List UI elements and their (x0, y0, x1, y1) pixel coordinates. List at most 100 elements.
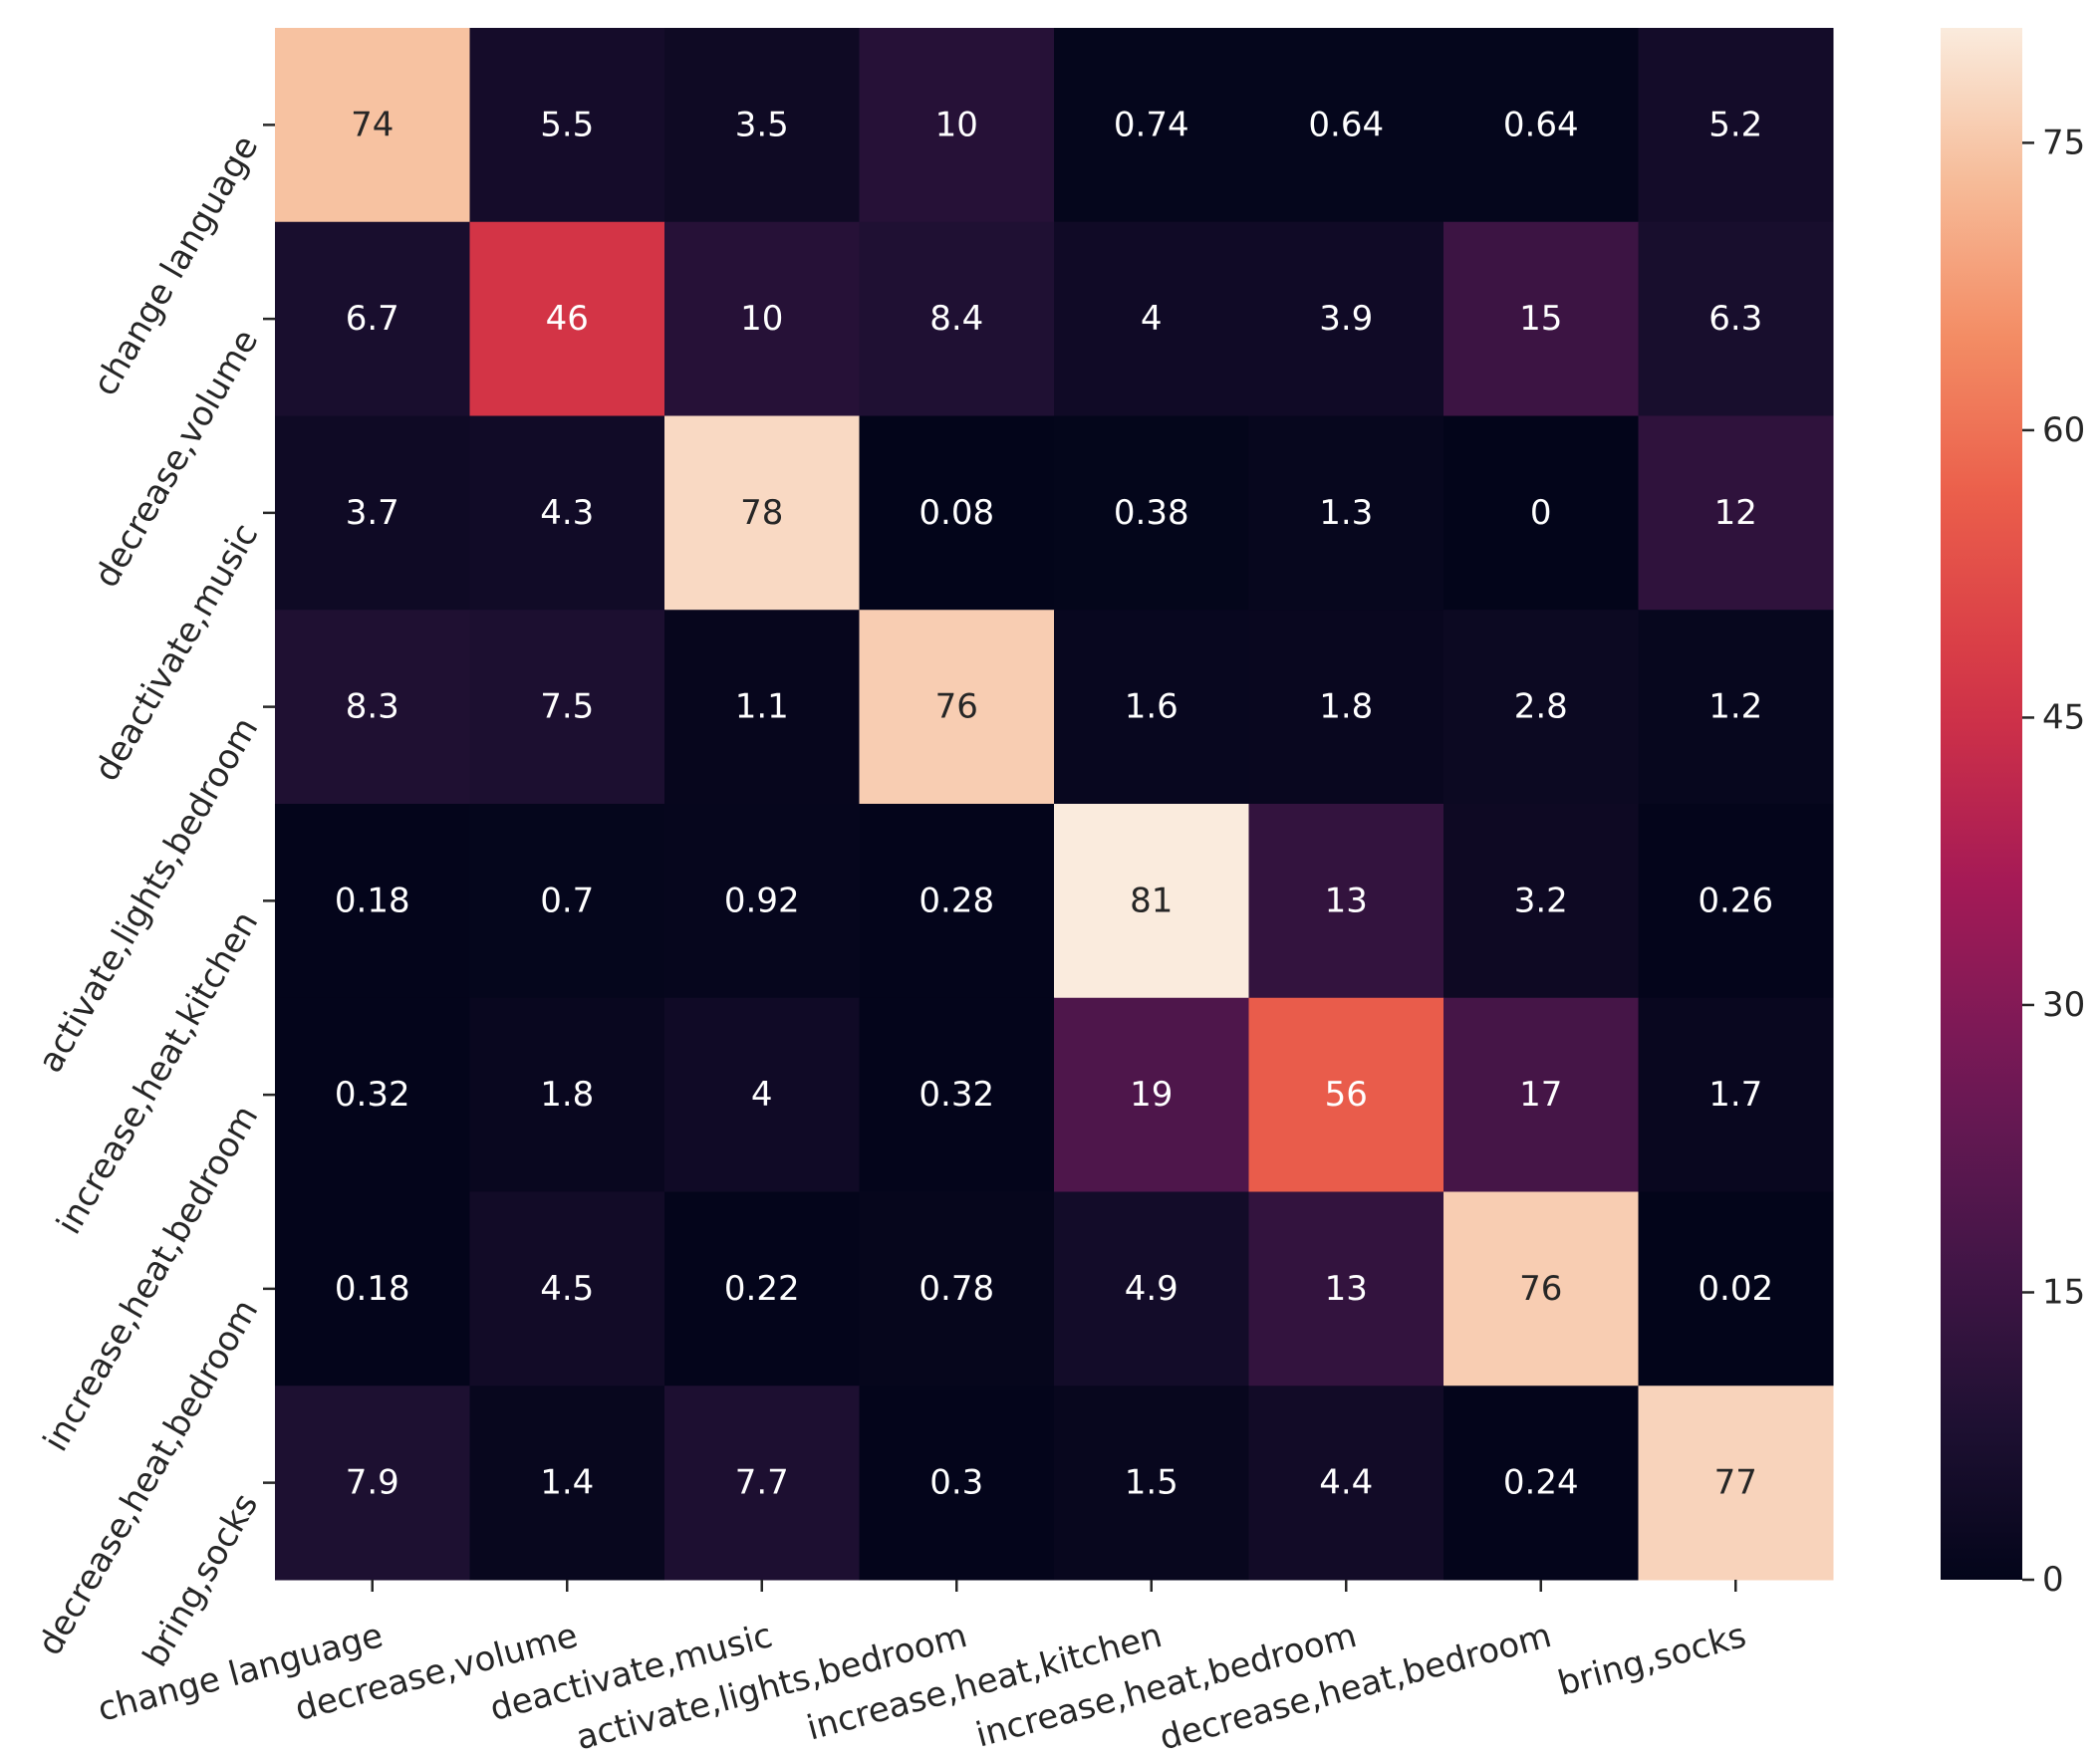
cell-value-label: 81 (1130, 881, 1173, 920)
heatmap-cell (1248, 804, 1444, 999)
cell-value-label: 5.2 (1708, 105, 1762, 144)
cell-value-label: 1.1 (735, 687, 789, 727)
cell-value-label: 15 (1519, 299, 1562, 339)
cell-value-label: 3.5 (735, 105, 789, 144)
cell-value-label: 4.5 (540, 1269, 594, 1309)
cell-value-label: 1.3 (1319, 493, 1373, 533)
cell-value-label: 1.7 (1708, 1075, 1762, 1115)
cell-value-label: 77 (1714, 1463, 1757, 1503)
cell-value-label: 74 (351, 105, 393, 144)
heatmap-cell (1638, 415, 1834, 611)
heatmap-cell (1443, 997, 1639, 1192)
heatmap-cell (275, 415, 470, 611)
cell-value-label: 0.24 (1503, 1463, 1579, 1503)
cell-value-label: 76 (1519, 1269, 1562, 1309)
heatmap-cell (1054, 221, 1249, 416)
heatmap-cell (275, 997, 470, 1192)
colorbar-tick-label: 0 (2042, 1560, 2064, 1600)
heatmap-cell (859, 804, 1055, 999)
heatmap-cell (664, 804, 860, 999)
heatmap-cell (1248, 997, 1444, 1192)
heatmap-cell (859, 1191, 1055, 1386)
cell-value-label: 4.4 (1319, 1463, 1373, 1503)
cell-value-label: 1.8 (1319, 687, 1373, 727)
cell-value-label: 0.32 (335, 1075, 410, 1115)
colorbar-gradient (1941, 28, 2022, 1580)
cell-value-label: 1.5 (1125, 1463, 1179, 1503)
heatmap-cell (1054, 610, 1249, 805)
cell-value-label: 0.08 (918, 493, 994, 533)
cell-value-label: 7.9 (346, 1463, 399, 1503)
heatmap-cell (664, 415, 860, 611)
cell-value-label: 5.5 (540, 105, 594, 144)
cell-value-label: 3.7 (346, 493, 399, 533)
y-tick-label: bring,socks (135, 1487, 266, 1674)
heatmap-cell (664, 1191, 860, 1386)
heatmap-cell (275, 1191, 470, 1386)
heatmap-cell (1638, 221, 1834, 416)
cell-value-label: 0.02 (1698, 1269, 1773, 1309)
colorbar-tick-label: 30 (2042, 985, 2085, 1025)
heatmap-cell (275, 610, 470, 805)
y-tick-label: increase,heat,bedroom (36, 1099, 266, 1458)
y-tick-label: decrease,heat,bedroom (30, 1293, 266, 1662)
heatmap-cell (664, 28, 860, 223)
cell-value-label: 0 (1530, 493, 1552, 533)
cell-value-label: 56 (1325, 1075, 1368, 1115)
heatmap-cell (1054, 415, 1249, 611)
heatmap-cell (469, 804, 665, 999)
cell-value-label: 0.92 (724, 881, 800, 920)
heatmap-cell (1248, 415, 1444, 611)
cell-value-label: 2.8 (1514, 687, 1568, 727)
cell-value-label: 0.74 (1114, 105, 1189, 144)
y-axis: change languagedecrease,volumedeactivate… (30, 124, 275, 1674)
heatmap-cell (1638, 804, 1834, 999)
heatmap-cell (859, 28, 1055, 223)
heatmap-cell (1638, 997, 1834, 1192)
heatmap-cell (275, 221, 470, 416)
cell-value-label: 0.7 (540, 881, 594, 920)
cell-value-label: 1.6 (1125, 687, 1179, 727)
x-tick-label: bring,socks (1554, 1616, 1750, 1704)
cell-value-label: 0.26 (1698, 881, 1773, 920)
heatmap-cell (859, 610, 1055, 805)
cell-value-label: 46 (546, 299, 589, 339)
cell-value-label: 0.32 (918, 1075, 994, 1115)
cell-value-label: 1.8 (540, 1075, 594, 1115)
heatmap-cell (1054, 1191, 1249, 1386)
cell-value-label: 8.4 (929, 299, 983, 339)
heatmap-cell (1054, 1386, 1249, 1581)
heatmap-cell (1054, 804, 1249, 999)
cell-value-label: 8.3 (346, 687, 399, 727)
cell-value-label: 76 (935, 687, 978, 727)
heatmap-cell (275, 1386, 470, 1581)
cell-value-label: 0.78 (918, 1269, 994, 1309)
heatmap-cell (1054, 997, 1249, 1192)
cell-value-label: 17 (1519, 1075, 1562, 1115)
heatmap-cell (859, 1386, 1055, 1581)
heatmap-cell (469, 221, 665, 416)
heatmap-cell (1443, 28, 1639, 223)
heatmap-cell (664, 610, 860, 805)
heatmap-cell (469, 1386, 665, 1581)
y-tick-label: activate,lights,bedroom (31, 711, 267, 1080)
cell-value-label: 7.5 (540, 687, 594, 727)
heatmap-cell (1638, 1386, 1834, 1581)
cell-value-label: 78 (740, 493, 783, 533)
cell-value-label: 4.9 (1125, 1269, 1179, 1309)
heatmap-cell (1443, 221, 1639, 416)
heatmap-cell (1054, 28, 1249, 223)
colorbar-tick-label: 60 (2042, 410, 2085, 450)
heatmap-cell (1248, 221, 1444, 416)
cell-value-label: 0.28 (918, 881, 994, 920)
cell-value-label: 6.3 (1708, 299, 1762, 339)
heatmap-cell (275, 28, 470, 223)
y-tick-label: increase,heat,kitchen (49, 904, 266, 1241)
cell-value-label: 6.7 (346, 299, 399, 339)
heatmap-cell (469, 28, 665, 223)
cell-value-label: 10 (935, 105, 978, 144)
heatmap-cell (275, 804, 470, 999)
x-axis: change languagedecrease,volumedeactivate… (94, 1580, 1750, 1758)
cell-value-label: 3.2 (1514, 881, 1568, 920)
